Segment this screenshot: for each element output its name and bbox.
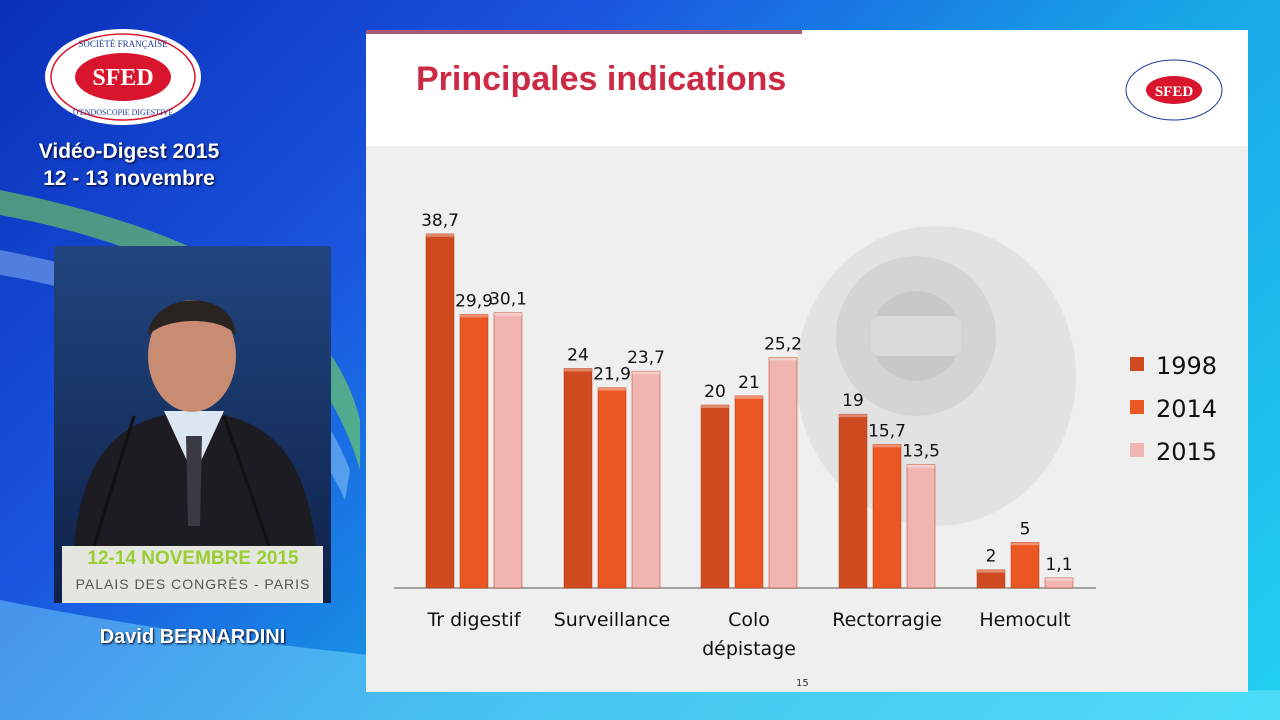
legend-label: 2014: [1156, 395, 1217, 423]
bar-top-1998-1: [564, 368, 592, 372]
data-label: 1,1: [1045, 555, 1072, 575]
legend-label: 2015: [1156, 438, 1217, 466]
bar-top-2014-2: [735, 395, 763, 399]
category-label: Tr digestif: [426, 609, 521, 631]
bar-1998-2: [700, 404, 730, 589]
bar-top-2014-1: [598, 387, 626, 391]
speaker-name: David BERNARDINI: [99, 626, 286, 648]
legend-swatch-2015: [1130, 443, 1144, 457]
bar-top-2014-4: [1011, 542, 1039, 546]
bar-top-2014-3: [873, 444, 901, 448]
bar-2014-0: [459, 314, 489, 589]
bar-top-2015-1: [632, 371, 660, 375]
bar-top-2014-0: [460, 314, 488, 318]
sfed-logo: SFED SOCIÉTÉ FRANÇAISE D'ENDOSCOPIE DIGE…: [43, 27, 203, 127]
data-label: 5: [1020, 519, 1031, 539]
data-label: 23,7: [627, 348, 665, 368]
bar-2015-0: [493, 312, 523, 589]
data-label: 21,9: [593, 365, 631, 385]
bar-2014-2: [734, 395, 764, 589]
bar-top-2015-0: [494, 312, 522, 316]
speaker-video: 12-14 NOVEMBRE 2015 PALAIS DES CONGRÈS -…: [54, 246, 331, 603]
presentation-slide: Principales indications SFED 38,7 29,9 30,…: [366, 30, 1248, 692]
bar-top-1998-2: [701, 405, 729, 408]
sfed-logo-small: SFED: [1124, 58, 1224, 122]
legend-swatch-1998: [1130, 357, 1144, 371]
bar-top-1998-0: [426, 233, 454, 237]
bar-2014-1: [597, 387, 627, 589]
sfed-logo-small-text: SFED: [1155, 84, 1194, 100]
legend-label: 1998: [1156, 352, 1217, 380]
category-label: dépistage: [702, 638, 796, 660]
category-label: Surveillance: [554, 609, 671, 631]
bar-2015-4: [1044, 577, 1074, 589]
page-number: 15: [796, 678, 809, 689]
bar-top-2015-4: [1045, 577, 1073, 581]
bar-2014-3: [872, 444, 902, 589]
data-label: 21: [738, 373, 760, 393]
bar-2015-1: [631, 370, 661, 589]
bar-2014-4: [1010, 542, 1040, 589]
data-label: 30,1: [489, 290, 527, 310]
data-label: 24: [567, 345, 589, 365]
data-label: 38,7: [421, 211, 459, 231]
bar-1998-0: [425, 233, 455, 589]
event-name: Vidéo-Digest 2015: [38, 140, 220, 163]
bar-2015-3: [906, 464, 936, 589]
data-label: 20: [704, 382, 726, 402]
category-label: Rectorragie: [832, 609, 942, 631]
event-title: Vidéo-Digest 2015 12 - 13 novembre: [0, 138, 258, 192]
sfed-logo-bottom: D'ENDOSCOPIE DIGESTIVE: [73, 108, 174, 117]
legend-swatch-2014: [1130, 400, 1144, 414]
bar-2015-2: [768, 357, 798, 589]
bar-top-2015-2: [769, 357, 797, 361]
slide-title: Principales indications: [416, 60, 787, 98]
data-label: 19: [842, 391, 864, 411]
slide-accent-line: [366, 30, 802, 34]
data-label: 25,2: [764, 334, 802, 354]
data-label: 13,5: [902, 441, 940, 461]
sfed-logo-top: SOCIÉTÉ FRANÇAISE: [78, 39, 168, 49]
category-label: Hemocult: [979, 609, 1070, 631]
sfed-logo-text: SFED: [92, 65, 153, 91]
bar-1998-1: [563, 368, 593, 589]
data-label: 15,7: [868, 421, 906, 441]
bar-1998-3: [838, 413, 868, 589]
bar-top-1998-3: [839, 414, 867, 418]
data-label: 2: [986, 547, 997, 567]
bar-top-1998-4: [977, 569, 1005, 573]
event-dates: 12 - 13 novembre: [43, 167, 215, 190]
data-label: 29,9: [455, 291, 493, 311]
speaker-figure: [54, 246, 331, 603]
bar-top-2015-3: [907, 464, 935, 468]
podium-dates: 12-14 NOVEMBRE 2015: [87, 548, 299, 569]
podium-venue: PALAIS DES CONGRÈS - PARIS: [75, 576, 311, 592]
category-label: Colo: [728, 609, 770, 631]
bar-1998-4: [976, 569, 1006, 589]
